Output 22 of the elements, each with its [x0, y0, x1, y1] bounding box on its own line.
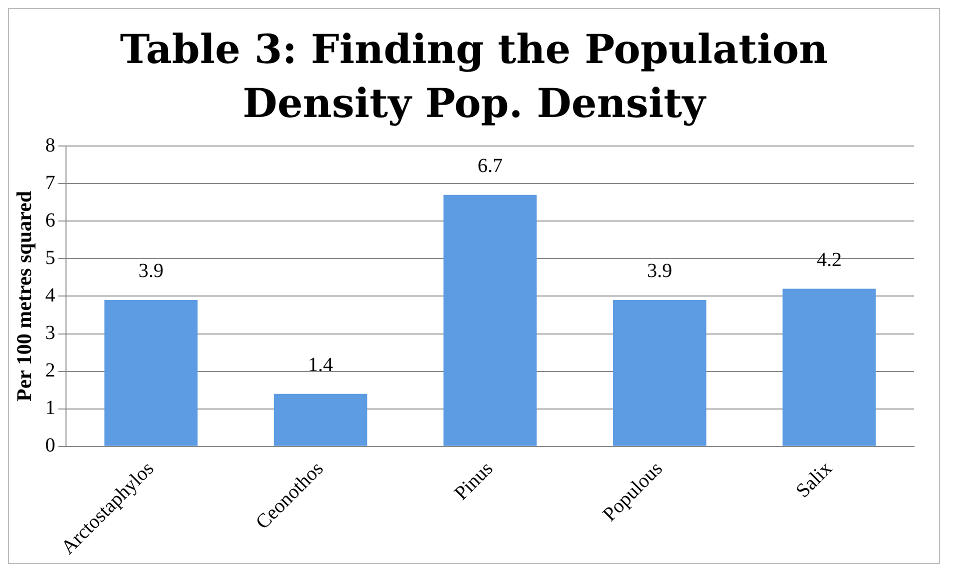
y-tick-label: 4 [45, 284, 56, 306]
y-tick-label: 5 [45, 246, 56, 269]
data-label: 4.2 [816, 248, 842, 271]
y-axis-title: Per 100 metres squared [12, 190, 36, 402]
bar [782, 288, 876, 446]
bar [274, 394, 368, 446]
data-label: 3.9 [138, 260, 164, 282]
y-tick-label: 0 [45, 434, 56, 457]
y-tick-label: 6 [45, 209, 56, 232]
x-tick-label: Salix [792, 458, 836, 502]
y-tick-label: 7 [45, 172, 56, 194]
chart-title: Table 3: Finding the Population Density Pop. Density [119, 25, 829, 129]
data-label: 3.9 [647, 260, 672, 282]
y-tick-label: 1 [45, 397, 56, 420]
bar [613, 300, 706, 446]
data-label: 6.7 [478, 155, 503, 178]
y-tick-label: 8 [45, 134, 56, 156]
data-label: 1.4 [308, 354, 334, 376]
y-tick-label: 2 [45, 360, 56, 382]
bar [443, 194, 537, 446]
bar [104, 300, 198, 446]
y-tick-label: 3 [45, 322, 56, 344]
